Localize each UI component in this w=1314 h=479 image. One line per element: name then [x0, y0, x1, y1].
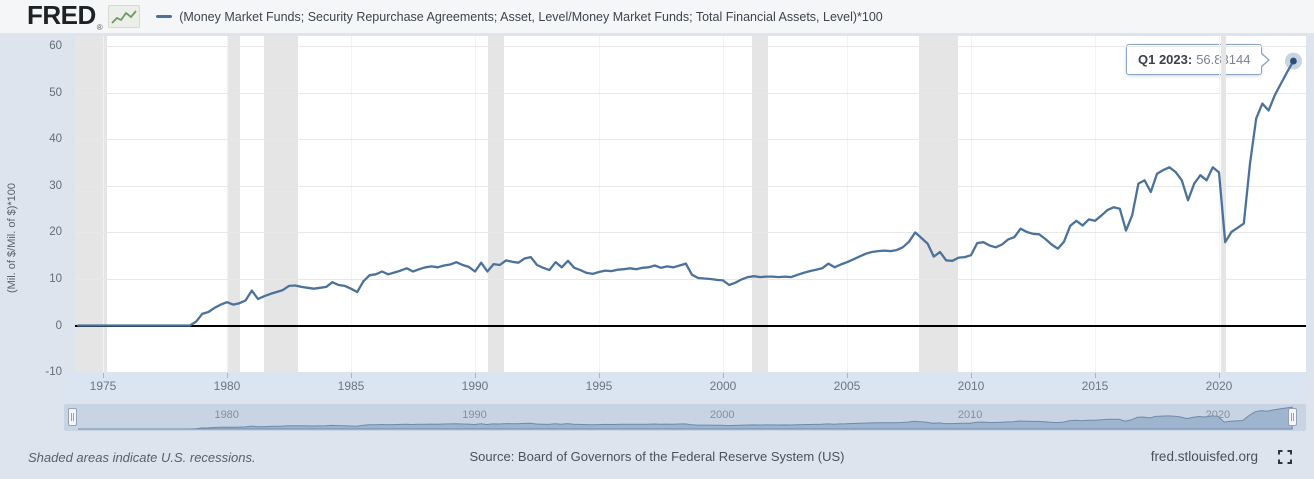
chart-header: FRED® (Money Market Funds; Security Repu…: [0, 0, 1314, 33]
x-tick-mark: [475, 373, 476, 378]
recession-band: [488, 36, 505, 372]
fullscreen-icon[interactable]: [1278, 450, 1292, 464]
y-tick-label: 20: [49, 226, 62, 239]
recession-band: [1221, 36, 1227, 372]
series-line: [77, 59, 1295, 327]
registered-trademark: ®: [96, 22, 103, 32]
y-tick-label: -10: [45, 366, 62, 378]
x-tick-mark: [723, 373, 724, 378]
brush-year-label: 1990: [462, 409, 487, 421]
range-selector[interactable]: 2020 2010 2000 1990 1980: [64, 404, 1306, 431]
vertical-gridline: [599, 36, 600, 372]
chart-footer: Shaded areas indicate U.S. recessions. S…: [0, 440, 1314, 479]
fred-site-link[interactable]: fred.stlouisfed.org: [1150, 449, 1258, 464]
x-tick-label: 1985: [337, 379, 365, 393]
x-tick-mark: [1219, 373, 1220, 378]
legend-label: (Money Market Funds; Security Repurchase…: [179, 9, 883, 24]
x-tick-mark: [971, 373, 972, 378]
y-tick-label: 60: [49, 40, 62, 53]
vertical-gridline: [847, 36, 848, 372]
sparkline-icon: [108, 5, 141, 28]
y-tick-label: 0: [55, 319, 62, 332]
horizontal-gridline: [75, 139, 1306, 141]
horizontal-gridline: [75, 185, 1306, 187]
y-tick-label: 50: [49, 86, 62, 99]
recession-band: [752, 36, 769, 372]
brush-area-series: [78, 406, 1293, 430]
recession-note: Shaded areas indicate U.S. recessions.: [28, 450, 256, 465]
horizontal-gridline: [75, 46, 1306, 48]
horizontal-gridline: [75, 279, 1306, 280]
x-tick-mark: [847, 373, 848, 378]
recession-band: [227, 36, 241, 372]
x-tick-label: 2020: [1205, 379, 1233, 393]
vertical-gridline: [1095, 36, 1096, 372]
series-legend: (Money Market Funds; Security Repurchase…: [156, 10, 883, 24]
x-tick-label: 1990: [461, 379, 489, 393]
vertical-gridline: [227, 36, 228, 372]
fred-logo[interactable]: FRED®: [27, 0, 103, 32]
x-tick-mark: [103, 373, 104, 378]
x-tick-mark: [227, 373, 228, 378]
vertical-gridline: [723, 36, 724, 372]
last-point-marker[interactable]: [1290, 57, 1297, 65]
legend-line-swatch: [156, 15, 173, 18]
brush-right-handle[interactable]: [1288, 408, 1297, 426]
vertical-gridline: [971, 36, 972, 372]
horizontal-gridline: [75, 92, 1306, 94]
x-tick-label: 2010: [957, 379, 985, 393]
series-svg: [77, 52, 1302, 327]
recession-band: [75, 36, 108, 372]
vertical-gridline: [103, 36, 104, 372]
tooltip-label: Q1 2023:: [1138, 52, 1193, 67]
x-tick-mark: [599, 373, 600, 378]
vertical-gridline: [1219, 36, 1220, 372]
y-tick-label: 40: [49, 133, 62, 146]
brush-left-handle[interactable]: [68, 408, 77, 426]
x-tick-mark: [1095, 373, 1096, 378]
brush-mini-chart: [78, 406, 1293, 430]
brush-year-label: 1980: [214, 409, 239, 421]
x-axis: 1975 1980 1985 1990 1995 2000 2005 2010 2015 2020: [63, 373, 1307, 399]
recession-band: [919, 36, 958, 372]
brush-year-label: 2000: [710, 409, 735, 421]
x-tick-mark: [351, 373, 352, 378]
x-tick-label: 1980: [213, 379, 241, 393]
x-tick-label: 1975: [89, 379, 117, 393]
y-tick-label: 30: [49, 179, 62, 192]
source-attribution: Source: Board of Governors of the Federa…: [469, 449, 845, 464]
y-axis: (Mil. of $/Mil. of $)*100 60 50 40 30 20 10 0-…: [0, 36, 70, 378]
x-tick-label: 1995: [585, 379, 613, 393]
y-tick-label: 10: [49, 273, 62, 285]
horizontal-gridline: [75, 232, 1306, 234]
zero-line: [75, 324, 1306, 327]
tooltip: Q1 2023:56.83144: [1126, 44, 1271, 75]
x-tick-label: 2015: [1081, 379, 1109, 393]
vertical-gridline: [351, 36, 352, 372]
x-tick-label: 2000: [709, 379, 737, 393]
vertical-gridline: [475, 36, 476, 372]
recession-band: [264, 36, 299, 372]
x-tick-label: 2005: [833, 379, 861, 393]
brush-year-label: 2010: [957, 409, 983, 421]
plot-area[interactable]: Q1 2023:56.83144: [75, 36, 1306, 372]
